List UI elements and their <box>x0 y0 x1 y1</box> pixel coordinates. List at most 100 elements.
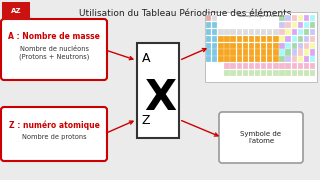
Bar <box>273 70 279 76</box>
Bar <box>206 22 212 28</box>
Bar <box>298 50 303 55</box>
Text: Z : numéro atomique: Z : numéro atomique <box>9 120 100 129</box>
Bar <box>298 42 303 49</box>
FancyBboxPatch shape <box>1 19 107 80</box>
Bar <box>243 50 248 55</box>
Bar <box>255 29 260 35</box>
Bar <box>298 22 303 28</box>
Bar <box>292 70 297 76</box>
Bar <box>249 29 254 35</box>
Bar <box>224 29 230 35</box>
Bar <box>292 56 297 62</box>
Bar <box>261 56 266 62</box>
Bar <box>310 36 315 42</box>
FancyBboxPatch shape <box>2 2 30 20</box>
Bar <box>255 63 260 69</box>
Bar <box>212 50 218 55</box>
Bar <box>236 50 242 55</box>
Bar <box>279 29 285 35</box>
Bar <box>255 56 260 62</box>
Bar <box>224 63 230 69</box>
Text: Tableau périodique des éléments: Tableau périodique des éléments <box>238 14 284 17</box>
Bar <box>218 56 224 62</box>
Bar <box>255 42 260 49</box>
Bar <box>304 63 309 69</box>
Bar <box>304 29 309 35</box>
Bar <box>292 42 297 49</box>
Bar <box>267 36 273 42</box>
Bar <box>224 50 230 55</box>
Bar <box>285 63 291 69</box>
Bar <box>255 70 260 76</box>
Bar <box>212 15 218 21</box>
Bar <box>255 36 260 42</box>
Bar <box>279 22 285 28</box>
Bar <box>310 50 315 55</box>
Bar <box>292 63 297 69</box>
Bar <box>267 42 273 49</box>
Bar <box>304 15 309 21</box>
Text: Nombre de protons: Nombre de protons <box>22 134 86 140</box>
Bar <box>243 63 248 69</box>
Bar <box>206 56 212 62</box>
Bar <box>212 22 218 28</box>
Bar <box>230 70 236 76</box>
Bar <box>298 63 303 69</box>
Bar <box>249 36 254 42</box>
FancyBboxPatch shape <box>137 42 179 138</box>
Bar <box>310 63 315 69</box>
Bar <box>230 50 236 55</box>
Bar <box>292 50 297 55</box>
Bar <box>273 50 279 55</box>
Bar <box>236 42 242 49</box>
Bar <box>243 42 248 49</box>
Bar <box>249 56 254 62</box>
Bar <box>243 29 248 35</box>
Bar <box>230 56 236 62</box>
Bar <box>285 50 291 55</box>
Bar <box>212 56 218 62</box>
Bar <box>230 63 236 69</box>
Text: X: X <box>144 77 176 119</box>
Bar <box>279 56 285 62</box>
Bar <box>304 22 309 28</box>
Bar <box>261 70 266 76</box>
Bar <box>279 42 285 49</box>
Bar <box>212 36 218 42</box>
Bar <box>285 15 291 21</box>
Text: Utilisation du Tableau Périodique des éléments: Utilisation du Tableau Périodique des él… <box>79 8 291 17</box>
Bar <box>224 36 230 42</box>
Bar <box>310 15 315 21</box>
Bar <box>304 56 309 62</box>
Bar <box>292 36 297 42</box>
Bar <box>261 63 266 69</box>
Bar <box>230 29 236 35</box>
Bar <box>304 42 309 49</box>
Bar <box>249 70 254 76</box>
Bar <box>261 29 266 35</box>
Bar <box>230 42 236 49</box>
Bar <box>285 42 291 49</box>
Bar <box>298 36 303 42</box>
Bar <box>243 36 248 42</box>
Bar <box>285 70 291 76</box>
Bar <box>267 70 273 76</box>
FancyBboxPatch shape <box>219 112 303 163</box>
Bar <box>310 29 315 35</box>
Bar <box>218 42 224 49</box>
FancyBboxPatch shape <box>205 12 317 82</box>
Bar <box>206 36 212 42</box>
Bar <box>279 36 285 42</box>
Bar <box>292 15 297 21</box>
Bar <box>249 50 254 55</box>
Text: Z: Z <box>142 114 150 127</box>
Text: Symbole de
l'atome: Symbole de l'atome <box>241 131 282 144</box>
Text: A : Nombre de masse: A : Nombre de masse <box>8 32 100 41</box>
Bar <box>273 36 279 42</box>
Bar <box>224 56 230 62</box>
Bar <box>304 70 309 76</box>
Bar <box>212 42 218 49</box>
Bar <box>236 70 242 76</box>
Bar <box>310 42 315 49</box>
Bar <box>292 22 297 28</box>
